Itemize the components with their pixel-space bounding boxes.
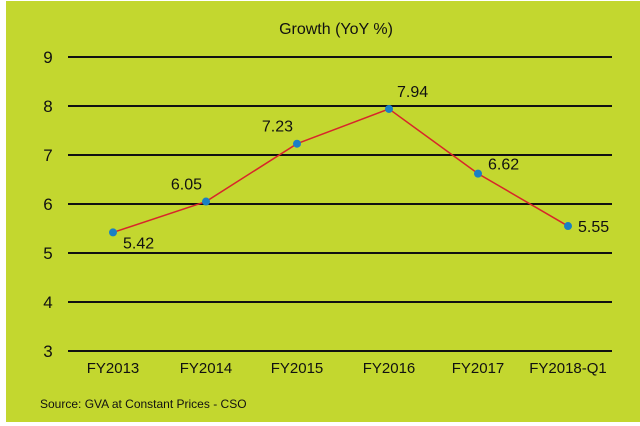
- x-tick-label: FY2016: [363, 360, 416, 377]
- data-point: [474, 169, 482, 178]
- x-tick-label: FY2015: [271, 360, 324, 377]
- chart-title: Growth (YoY %): [279, 21, 393, 38]
- x-tick-label: FY2013: [87, 360, 140, 377]
- x-tick-label: FY2017: [452, 360, 505, 377]
- data-label: 6.05: [171, 177, 202, 194]
- series-line: [112, 108, 569, 234]
- data-label: 5.55: [578, 219, 609, 236]
- y-tick-label: 3: [43, 342, 52, 361]
- data-label: 5.42: [123, 235, 154, 252]
- y-tick-label: 7: [43, 146, 52, 165]
- data-point: [293, 139, 301, 148]
- y-tick-label: 9: [43, 48, 52, 67]
- data-point: [385, 104, 393, 113]
- y-tick-label: 8: [43, 97, 52, 116]
- data-point: [202, 197, 210, 206]
- source-note: Source: GVA at Constant Prices - CSO: [40, 397, 247, 411]
- x-tick-label: FY2018-Q1: [529, 360, 607, 377]
- x-tick-label: FY2014: [180, 360, 233, 377]
- y-tick-label: 6: [43, 195, 52, 214]
- data-label: 7.23: [262, 119, 293, 136]
- data-point: [109, 228, 117, 237]
- y-tick-label: 4: [43, 293, 52, 312]
- data-label: 6.62: [488, 157, 519, 174]
- y-tick-label: 5: [43, 244, 52, 263]
- data-point: [564, 222, 572, 231]
- data-label: 7.94: [397, 84, 428, 101]
